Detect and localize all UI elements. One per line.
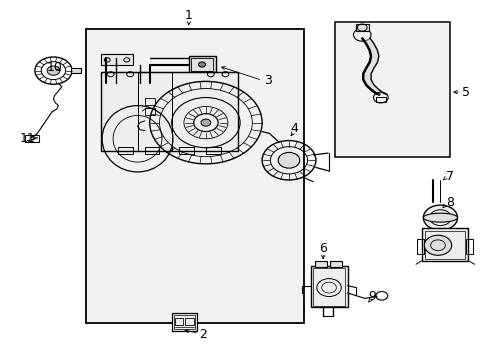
Bar <box>314 268 345 306</box>
Text: 2: 2 <box>199 328 207 341</box>
Polygon shape <box>363 68 374 74</box>
Ellipse shape <box>423 213 458 222</box>
Text: 9: 9 <box>368 290 376 303</box>
Bar <box>189 56 216 72</box>
Circle shape <box>198 62 205 67</box>
Text: 10: 10 <box>47 60 62 73</box>
Bar <box>101 72 238 151</box>
Text: 4: 4 <box>290 122 298 135</box>
Circle shape <box>47 66 60 75</box>
Bar <box>145 147 159 154</box>
Text: 8: 8 <box>446 196 454 209</box>
Bar <box>425 230 465 258</box>
Bar <box>376 97 386 102</box>
Polygon shape <box>376 93 387 95</box>
Bar <box>330 261 342 267</box>
Bar <box>417 239 424 253</box>
Text: 1: 1 <box>185 9 193 22</box>
Bar <box>71 68 81 73</box>
Circle shape <box>278 152 300 168</box>
Circle shape <box>423 205 458 230</box>
Bar <box>356 24 368 31</box>
Bar <box>86 30 304 323</box>
Bar <box>145 108 155 116</box>
Polygon shape <box>366 62 377 68</box>
Polygon shape <box>366 85 379 90</box>
Bar <box>118 147 133 154</box>
Bar <box>315 261 327 267</box>
Bar <box>172 314 197 330</box>
Circle shape <box>424 235 452 255</box>
Bar <box>185 318 194 325</box>
Bar <box>466 239 473 253</box>
Polygon shape <box>369 56 379 62</box>
Polygon shape <box>362 39 374 44</box>
Text: 7: 7 <box>446 170 454 183</box>
Polygon shape <box>366 44 377 50</box>
Polygon shape <box>363 80 374 85</box>
Text: 11: 11 <box>20 131 35 145</box>
Bar <box>174 318 183 325</box>
Bar <box>101 54 133 65</box>
Bar <box>173 315 195 329</box>
Bar <box>25 135 39 142</box>
Bar <box>145 98 155 105</box>
Bar <box>311 266 347 307</box>
Polygon shape <box>371 90 384 93</box>
Text: 5: 5 <box>462 86 470 99</box>
Bar <box>191 58 213 71</box>
Text: 6: 6 <box>319 242 327 255</box>
Circle shape <box>201 119 211 126</box>
Text: 3: 3 <box>265 74 272 87</box>
Bar <box>179 147 194 154</box>
Polygon shape <box>369 50 379 56</box>
Bar <box>422 228 468 261</box>
Bar <box>335 22 450 157</box>
Polygon shape <box>363 74 371 80</box>
Bar <box>206 147 220 154</box>
